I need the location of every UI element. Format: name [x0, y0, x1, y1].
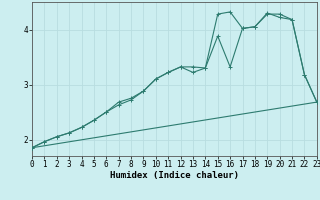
- X-axis label: Humidex (Indice chaleur): Humidex (Indice chaleur): [110, 171, 239, 180]
